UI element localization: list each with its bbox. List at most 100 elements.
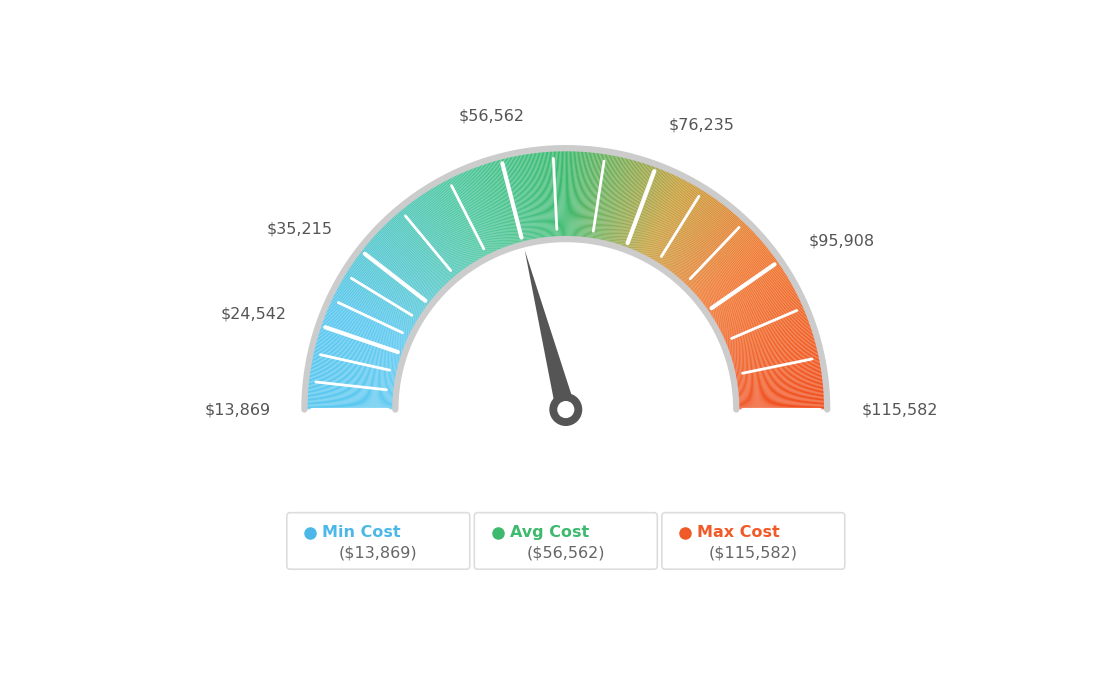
Wedge shape <box>590 150 604 241</box>
Wedge shape <box>311 347 401 370</box>
Wedge shape <box>573 148 578 239</box>
Wedge shape <box>465 168 500 253</box>
Wedge shape <box>307 374 397 387</box>
Wedge shape <box>319 321 405 353</box>
Wedge shape <box>697 243 768 302</box>
Wedge shape <box>646 179 689 259</box>
Wedge shape <box>584 150 596 240</box>
Wedge shape <box>651 183 698 262</box>
Wedge shape <box>386 219 449 286</box>
Text: $95,908: $95,908 <box>808 233 874 248</box>
Wedge shape <box>725 317 810 350</box>
Wedge shape <box>698 244 769 302</box>
Wedge shape <box>326 304 410 342</box>
Wedge shape <box>467 167 502 252</box>
Wedge shape <box>660 192 712 268</box>
Wedge shape <box>578 149 586 239</box>
Wedge shape <box>643 176 684 257</box>
Wedge shape <box>319 322 405 353</box>
Wedge shape <box>341 274 420 322</box>
Wedge shape <box>305 397 395 402</box>
Wedge shape <box>581 149 591 240</box>
Wedge shape <box>306 382 396 393</box>
Wedge shape <box>668 199 723 273</box>
Wedge shape <box>312 346 401 369</box>
Wedge shape <box>473 165 506 250</box>
Wedge shape <box>466 168 501 252</box>
Wedge shape <box>548 148 555 239</box>
Wedge shape <box>521 152 538 242</box>
Wedge shape <box>609 157 634 245</box>
Wedge shape <box>700 247 772 304</box>
Wedge shape <box>649 181 696 262</box>
Wedge shape <box>478 163 510 249</box>
Wedge shape <box>458 170 497 254</box>
Wedge shape <box>342 273 421 322</box>
Text: ($56,562): ($56,562) <box>527 546 605 561</box>
Wedge shape <box>491 159 518 246</box>
Wedge shape <box>346 268 423 318</box>
Wedge shape <box>716 288 798 331</box>
Wedge shape <box>317 328 404 357</box>
Wedge shape <box>572 148 576 239</box>
Wedge shape <box>708 265 784 316</box>
Wedge shape <box>736 393 827 400</box>
FancyBboxPatch shape <box>661 513 845 569</box>
Wedge shape <box>613 158 639 246</box>
Wedge shape <box>583 150 593 240</box>
Wedge shape <box>734 371 825 386</box>
Wedge shape <box>641 175 683 257</box>
Wedge shape <box>728 326 814 356</box>
Wedge shape <box>512 153 532 243</box>
Wedge shape <box>363 243 435 302</box>
Wedge shape <box>736 397 827 402</box>
Wedge shape <box>357 251 431 307</box>
Wedge shape <box>736 406 827 408</box>
Wedge shape <box>333 288 415 331</box>
Wedge shape <box>735 384 826 393</box>
Wedge shape <box>309 358 399 377</box>
Wedge shape <box>524 151 540 242</box>
Wedge shape <box>367 239 437 299</box>
Wedge shape <box>736 392 827 399</box>
Wedge shape <box>323 310 408 346</box>
Wedge shape <box>305 392 395 399</box>
Wedge shape <box>317 330 403 359</box>
Wedge shape <box>708 264 784 315</box>
Wedge shape <box>429 186 478 264</box>
Wedge shape <box>421 191 473 268</box>
Wedge shape <box>711 273 789 322</box>
Wedge shape <box>528 150 542 241</box>
Wedge shape <box>449 175 491 257</box>
Wedge shape <box>603 155 624 244</box>
Wedge shape <box>597 152 616 242</box>
Wedge shape <box>726 322 813 353</box>
Wedge shape <box>341 275 420 323</box>
Wedge shape <box>687 226 753 290</box>
Wedge shape <box>305 404 395 407</box>
Wedge shape <box>544 149 552 239</box>
Wedge shape <box>716 287 797 331</box>
Wedge shape <box>538 150 548 240</box>
Wedge shape <box>733 359 822 377</box>
Wedge shape <box>707 262 782 314</box>
Wedge shape <box>596 152 614 242</box>
Wedge shape <box>325 307 408 344</box>
Wedge shape <box>542 149 552 239</box>
Wedge shape <box>665 197 719 271</box>
Wedge shape <box>735 381 826 392</box>
Wedge shape <box>439 180 485 260</box>
Wedge shape <box>329 297 412 337</box>
Wedge shape <box>694 239 765 299</box>
Wedge shape <box>495 158 520 246</box>
Wedge shape <box>320 318 406 351</box>
Wedge shape <box>503 155 526 244</box>
Wedge shape <box>736 408 827 410</box>
Wedge shape <box>567 148 570 239</box>
Wedge shape <box>518 152 535 242</box>
Wedge shape <box>522 152 539 242</box>
Text: $56,562: $56,562 <box>459 108 526 124</box>
Wedge shape <box>597 152 615 242</box>
Wedge shape <box>720 296 802 336</box>
Wedge shape <box>305 393 395 400</box>
